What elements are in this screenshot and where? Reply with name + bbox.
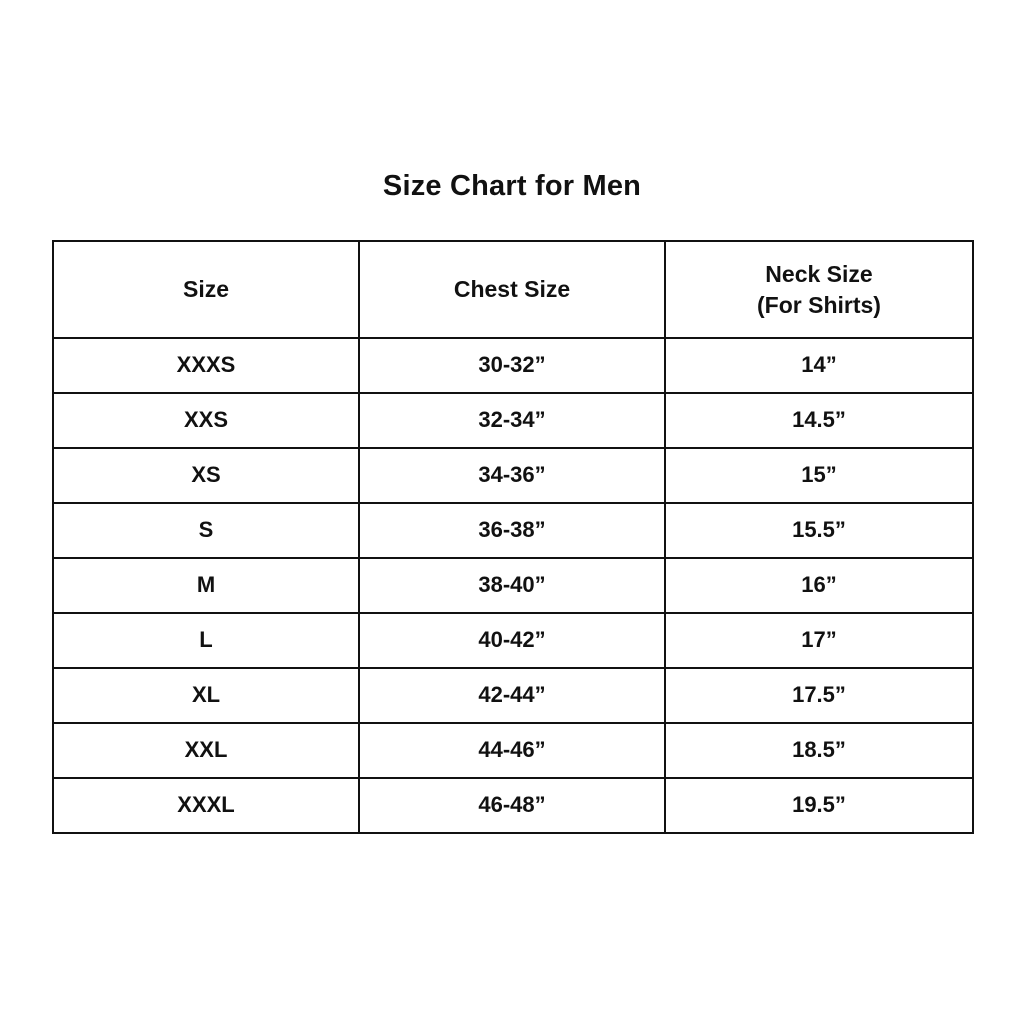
table-row: L 40-42” 17” xyxy=(52,612,974,669)
cell-chest: 34-36” xyxy=(358,447,666,504)
table-row: XXS 32-34” 14.5” xyxy=(52,392,974,449)
size-table-container: Size Chest Size Neck Size (For Shirts) X… xyxy=(52,240,974,834)
table-row: S 36-38” 15.5” xyxy=(52,502,974,559)
cell-size: M xyxy=(52,557,360,614)
cell-size: XS xyxy=(52,447,360,504)
table-row: XXXL 46-48” 19.5” xyxy=(52,777,974,834)
column-header-neck: Neck Size (For Shirts) xyxy=(664,240,974,339)
cell-size: L xyxy=(52,612,360,669)
cell-chest: 44-46” xyxy=(358,722,666,779)
table-body: XXXS 30-32” 14” XXS 32-34” 14.5” XS 34-3… xyxy=(52,337,974,834)
cell-neck: 17” xyxy=(664,612,974,669)
cell-neck: 14.5” xyxy=(664,392,974,449)
size-chart-table: Size Chest Size Neck Size (For Shirts) X… xyxy=(52,240,974,834)
column-header-neck-sublabel: (For Shirts) xyxy=(757,291,881,318)
column-header-chest: Chest Size xyxy=(358,240,666,339)
cell-size: XXXL xyxy=(52,777,360,834)
cell-chest: 40-42” xyxy=(358,612,666,669)
cell-chest: 42-44” xyxy=(358,667,666,724)
cell-chest: 38-40” xyxy=(358,557,666,614)
column-header-neck-label: Neck Size xyxy=(765,261,873,288)
cell-neck: 15” xyxy=(664,447,974,504)
column-header-size: Size xyxy=(52,240,360,339)
table-row: XS 34-36” 15” xyxy=(52,447,974,504)
cell-neck: 19.5” xyxy=(664,777,974,834)
table-row: XXXS 30-32” 14” xyxy=(52,337,974,394)
cell-chest: 36-38” xyxy=(358,502,666,559)
cell-neck: 18.5” xyxy=(664,722,974,779)
page-title: Size Chart for Men xyxy=(382,170,642,202)
cell-chest: 30-32” xyxy=(358,337,666,394)
cell-neck: 16” xyxy=(664,557,974,614)
table-header-row: Size Chest Size Neck Size (For Shirts) xyxy=(52,240,974,339)
cell-size: XXXS xyxy=(52,337,360,394)
cell-size: XXS xyxy=(52,392,360,449)
table-row: XL 42-44” 17.5” xyxy=(52,667,974,724)
cell-neck: 14” xyxy=(664,337,974,394)
cell-chest: 46-48” xyxy=(358,777,666,834)
column-header-chest-label: Chest Size xyxy=(453,276,571,303)
table-row: M 38-40” 16” xyxy=(52,557,974,614)
cell-size: S xyxy=(52,502,360,559)
table-header: Size Chest Size Neck Size (For Shirts) xyxy=(52,240,974,339)
cell-chest: 32-34” xyxy=(358,392,666,449)
cell-size: XXL xyxy=(52,722,360,779)
cell-neck: 15.5” xyxy=(664,502,974,559)
table-row: XXL 44-46” 18.5” xyxy=(52,722,974,779)
cell-size: XL xyxy=(52,667,360,724)
column-header-size-label: Size xyxy=(182,276,230,303)
cell-neck: 17.5” xyxy=(664,667,974,724)
